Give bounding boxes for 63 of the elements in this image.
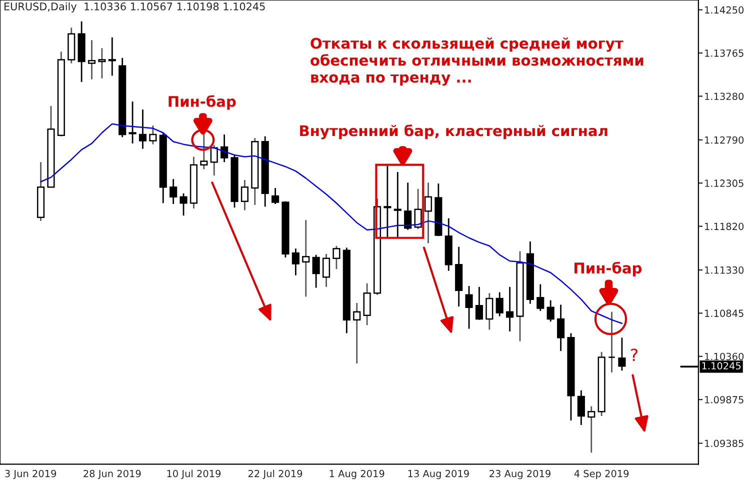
y-tick-label: 1.11330 (705, 266, 744, 274)
candlestick (292, 248, 300, 276)
x-tick-label: 22 Jul 2019 (248, 470, 302, 480)
x-tick-label: 23 Aug 2019 (490, 470, 550, 480)
y-tick-label: 1.10845 (705, 310, 744, 317)
x-tick-label: 28 Jun 2019 (84, 470, 141, 480)
candlestick (312, 254, 320, 288)
x-tick-label: 1 Aug 2019 (330, 470, 384, 480)
candlestick (588, 406, 596, 454)
candlestick (424, 182, 432, 244)
ref-line-label: 1.10245 (702, 362, 741, 370)
candlestick (556, 304, 565, 352)
candlestick (220, 134, 228, 163)
x-tick-label: 13 Aug 2019 (408, 470, 469, 480)
candlestick (180, 192, 188, 216)
candlestick (486, 292, 494, 330)
candlestick (302, 219, 310, 298)
candlestick (404, 182, 412, 231)
candlestick (272, 187, 280, 205)
candlestick (577, 390, 585, 426)
candlestick (210, 144, 218, 176)
annotation: Пин-бар (168, 95, 236, 110)
x-tick-label: 10 Jul 2019 (167, 470, 221, 480)
candlestick (394, 171, 402, 239)
chart-title: EURUSD,Daily 1.10336 1.10567 1.10198 1.10245 (4, 2, 265, 12)
x-tick-label: 3 Jun 2019 (5, 470, 56, 480)
y-tick-label: 1.09385 (705, 440, 744, 448)
candlestick (618, 336, 626, 372)
candlestick (363, 282, 371, 326)
candlestick (475, 286, 483, 321)
y-tick-label: 1.12305 (705, 180, 744, 187)
candlestick (170, 178, 178, 205)
candlestick (546, 300, 554, 322)
y-tick-label: 1.13765 (705, 49, 744, 57)
candlestick (322, 253, 330, 288)
candlestick (332, 245, 340, 270)
candlestick (200, 132, 208, 170)
candlestick (128, 100, 136, 144)
candlestick (536, 284, 544, 312)
candlestick (108, 36, 116, 76)
annotation: Внутренний бар, кластерный сигнал (300, 124, 608, 140)
y-tick-label: 1.10360 (705, 352, 744, 360)
annotation: ? (630, 348, 638, 361)
y-tick-label: 1.13280 (705, 92, 744, 100)
y-tick-label: 1.09875 (705, 396, 744, 404)
candlestick (98, 47, 106, 80)
annotation: Пин-бар (574, 262, 642, 276)
candlestick (240, 179, 248, 211)
x-tick-label: 4 Sep 2019 (574, 470, 629, 480)
candlestick (608, 311, 616, 374)
candlestick (149, 124, 157, 146)
y-tick-label: 1.12790 (705, 136, 744, 144)
candlestick (138, 108, 147, 150)
candlestick (465, 285, 473, 330)
candlestick (353, 302, 361, 364)
candlestick (496, 292, 504, 317)
annotation: Откаты к скользящей средней могут обеспечить отличными возможностями входа по тренду ... (310, 37, 644, 86)
y-tick-label: 1.14250 (705, 6, 744, 14)
candlestick (506, 286, 514, 332)
y-tick-label: 1.11820 (705, 222, 744, 230)
candlestick (384, 165, 392, 239)
candlestick (88, 39, 96, 80)
candlestick (414, 188, 422, 230)
